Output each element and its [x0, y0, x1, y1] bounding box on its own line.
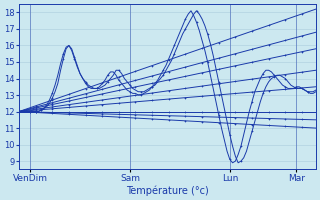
X-axis label: Température (°c): Température (°c): [126, 185, 209, 196]
